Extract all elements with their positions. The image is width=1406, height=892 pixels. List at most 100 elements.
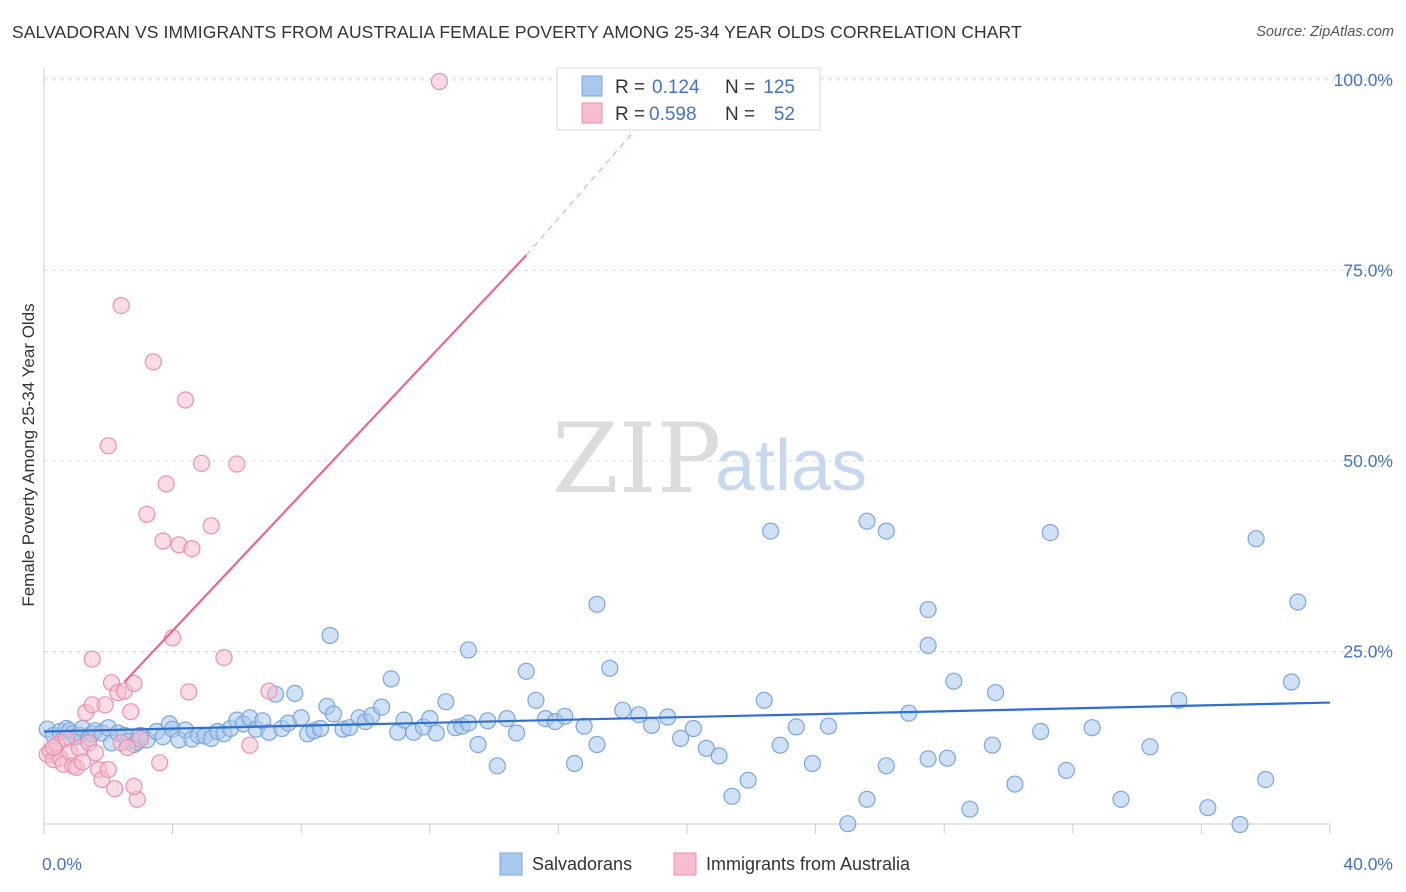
australia-point <box>125 674 143 693</box>
top-legend: R = 0.124 N = 125 R = 0.598 N = 52 <box>556 67 821 131</box>
australia-point <box>125 777 143 796</box>
legend-n-value-1: 125 <box>763 77 795 98</box>
australia-point <box>44 738 63 757</box>
salvadoran-point <box>819 717 838 735</box>
salvadoran-point <box>755 691 773 709</box>
salvadoran-point <box>1083 719 1101 737</box>
australia-point <box>106 780 124 798</box>
salvadoran-point <box>919 636 937 655</box>
tick-labels: 25.0% 50.0% 75.0% 100.0% 0.0% 40.0% <box>42 70 1393 874</box>
australia-point <box>86 744 105 762</box>
salvadoran-point <box>642 716 661 735</box>
salvadoran-point <box>498 709 516 728</box>
salvadoran-point <box>858 790 876 808</box>
salvadoran-point <box>311 719 330 738</box>
australia-trend-line <box>123 254 528 683</box>
australia-point <box>176 391 195 409</box>
y-tick-label: 25.0% <box>1343 642 1393 662</box>
salvadoran-point <box>1141 738 1159 756</box>
salvadoran-point <box>1112 790 1130 808</box>
australia-point <box>154 532 172 550</box>
x-tick-label: 0.0% <box>42 854 82 874</box>
salvadoran-point <box>382 670 400 688</box>
salvadoran-point <box>877 757 895 775</box>
salvadoran-point <box>1032 722 1050 741</box>
salvadoran-point <box>919 600 937 619</box>
legend-swatch-australia <box>581 102 603 124</box>
salvadoran-point <box>1170 691 1188 709</box>
australia-point <box>138 505 156 523</box>
australia-point <box>228 455 246 473</box>
y-tick-label: 100.0% <box>1334 70 1393 90</box>
salvadoran-point <box>919 750 937 768</box>
legend-n-value-2: 52 <box>774 104 795 125</box>
salvadoran-point <box>1057 761 1076 780</box>
salvadoran-point <box>938 749 957 767</box>
australia-point <box>151 754 169 772</box>
australia-point <box>83 650 101 668</box>
legend-r-label-1: R = <box>615 77 645 98</box>
salvadoran-point <box>986 683 1005 702</box>
australia-point <box>144 353 162 371</box>
australia-point <box>430 72 448 91</box>
salvadoran-point <box>803 754 822 773</box>
gridlines <box>44 77 1392 652</box>
salvadoran-point <box>710 747 728 765</box>
salvadoran-point <box>588 595 606 613</box>
australia-trend-extension <box>525 125 640 256</box>
salvadoran-point <box>839 815 857 833</box>
australia-point <box>183 539 201 558</box>
australia-point <box>96 696 114 714</box>
salvadoran-point <box>488 757 506 775</box>
salvadoran-point <box>556 707 574 725</box>
watermark-zip: ZIP <box>552 403 721 515</box>
legend-r-value-2: 0.598 <box>649 104 697 125</box>
salvadoran-point <box>761 522 780 540</box>
australia-point <box>180 683 198 701</box>
salvadoran-point <box>1247 530 1265 548</box>
australia-point <box>157 475 175 493</box>
australia-point <box>122 703 140 721</box>
salvadoran-point <box>614 701 632 719</box>
trend-lines <box>43 125 1331 733</box>
salvadoran-point <box>324 705 342 723</box>
salvadoran-point <box>739 771 757 789</box>
salvadoran-point <box>630 706 648 724</box>
salvadoran-point <box>945 672 963 690</box>
salvadoran-point <box>292 709 310 727</box>
salvadoran-point <box>671 729 690 748</box>
salvadoran-point <box>1289 593 1307 611</box>
salvadoran-trend-line <box>43 701 1331 733</box>
chart-title: SALVADORAN VS IMMIGRANTS FROM AUSTRALIA … <box>12 22 1022 42</box>
bottom-legend-australia: Immigrants from Australia <box>706 854 911 874</box>
bottom-legend-swatch-australia <box>673 852 697 876</box>
salvadoran-point <box>588 735 606 754</box>
salvadoran-point <box>575 717 593 735</box>
australia-point <box>118 738 137 757</box>
australia-point <box>73 753 92 771</box>
salvadoran-point <box>601 659 619 677</box>
salvadoran-point <box>517 662 535 680</box>
australia-point <box>241 736 259 754</box>
legend-r-label-2: R = <box>615 104 645 125</box>
australia-point <box>99 760 117 779</box>
bottom-legend-salvadorans: Salvadorans <box>532 854 632 874</box>
salvadoran-point <box>427 724 445 742</box>
source-label: Source: ZipAtlas.com <box>1256 24 1394 40</box>
salvadoran-point <box>1041 523 1059 542</box>
salvadoran-point <box>286 684 304 703</box>
y-axis-label: Female Poverty Among 25-34 Year Olds <box>19 303 38 606</box>
x-tick-label: 40.0% <box>1343 854 1393 874</box>
legend-n-label-1: N = <box>725 77 755 98</box>
watermark-atlas: atlas <box>715 426 867 506</box>
australia-point <box>202 517 220 535</box>
watermark: ZIP atlas <box>552 403 867 515</box>
bottom-legend-swatch-salvadorans <box>499 852 523 876</box>
australia-point <box>131 730 149 748</box>
axes <box>43 68 1331 834</box>
australia-point <box>260 682 278 700</box>
salvadoran-point <box>1282 673 1301 691</box>
australia-point <box>215 648 233 667</box>
salvadoran-point <box>437 693 455 711</box>
